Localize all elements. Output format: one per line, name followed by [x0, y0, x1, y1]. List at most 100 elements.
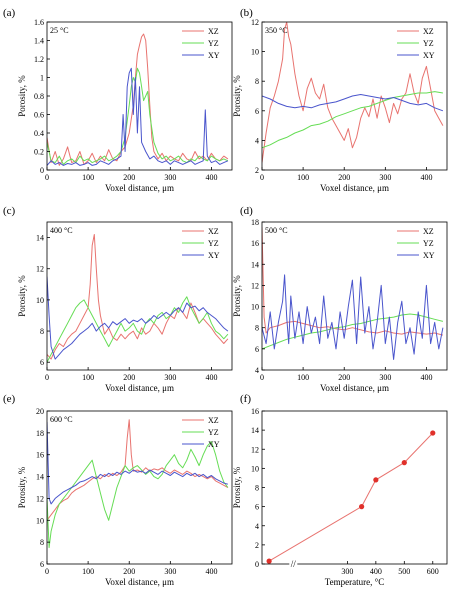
x-tick-label: 300: [164, 373, 176, 382]
x-tick-label: 200: [338, 173, 350, 182]
x-tick-label: 300: [379, 373, 391, 382]
y-tick-label: 12: [36, 265, 44, 274]
legend-label-xz: XZ: [208, 27, 219, 36]
temperature-annotation: 25 °C: [50, 26, 69, 35]
x-tick-label: 400: [420, 173, 432, 182]
x-tick-label: 100: [82, 567, 94, 576]
x-tick-label: 200: [123, 567, 135, 576]
x-tick-label: 200: [338, 373, 350, 382]
axis-break-mark: //: [291, 559, 297, 569]
x-tick-label: 100: [82, 373, 94, 382]
chart-panel-1: (b) 0 100 200 300 400 2 4 6 8 10 12 Voxel distance, …: [232, 7, 448, 193]
axis-break-gap: [289, 559, 298, 569]
y-tick-label: 20: [36, 407, 44, 416]
panel-label: (b): [240, 7, 253, 19]
x-tick-label: 100: [82, 173, 94, 182]
legend-label-xy: XY: [208, 51, 220, 60]
plot-frame: [261, 221, 448, 371]
legend-label-xy: XY: [208, 440, 220, 449]
x-tick-label: 200: [123, 373, 135, 382]
y-tick-label: 12: [36, 494, 44, 503]
y-tick-label: 10: [36, 296, 44, 305]
y-tick-label: 16: [36, 451, 44, 460]
series-line-yz: [262, 313, 444, 350]
series-line-xy: [47, 67, 229, 166]
x-tick-label: 600: [427, 567, 439, 576]
y-tick-label: 10: [251, 303, 259, 312]
series-line-0: [268, 432, 434, 562]
x-axis-label: Voxel distance, μm: [320, 183, 389, 193]
y-tick-label: 8: [255, 77, 259, 86]
x-tick-label: 0: [45, 373, 49, 382]
y-tick-label: 1.2: [34, 55, 44, 64]
y-tick-label: 0.8: [34, 92, 44, 101]
legend-label-xz: XZ: [423, 227, 434, 236]
data-point: [401, 460, 407, 466]
x-tick-label: 0: [260, 173, 264, 182]
data-point: [373, 477, 379, 483]
x-tick-label: 300: [341, 567, 353, 576]
chart-panel-3: (d) 0 100 200 300 400 4 6 8 10 12 14 16 18 Voxel dista…: [232, 205, 448, 393]
y-tick-label: 8: [255, 324, 259, 333]
y-tick-label: 0.6: [34, 111, 44, 120]
x-axis-label: Temperature, °C: [325, 577, 384, 587]
x-tick-label: 0: [45, 567, 49, 576]
series-line-xy: [262, 94, 444, 112]
y-tick-label: 10: [36, 516, 44, 525]
y-tick-label: 0.4: [34, 129, 44, 138]
legend-label-xz: XZ: [208, 227, 219, 236]
chart-panel-0: (a) 0 100 200 300 400 0 0.2 0.4 0.6 0.8 1 1.2 1.4 1.6 V…: [3, 7, 233, 193]
y-tick-label: 6: [255, 107, 259, 116]
x-tick-label: 400: [205, 373, 217, 382]
plot-frame: [46, 410, 233, 565]
x-axis-label: Voxel distance, μm: [320, 383, 389, 393]
plot-frame: [261, 21, 448, 171]
y-tick-label: 1.4: [34, 37, 44, 46]
x-tick-label: 400: [205, 567, 217, 576]
chart-panel-4: (e) 0 100 200 300 400 6 8 10 12 14 16 18 20 Voxel dist…: [3, 393, 233, 587]
y-axis-label: Porosity, %: [17, 466, 27, 508]
x-tick-label: 400: [420, 373, 432, 382]
y-tick-label: 0.2: [34, 148, 44, 157]
series-line-xy: [47, 421, 229, 505]
x-axis-label: Voxel distance, μm: [105, 183, 174, 193]
x-tick-label: 500: [398, 567, 410, 576]
series-line-xy: [262, 274, 444, 360]
y-tick-label: 16: [251, 407, 259, 416]
legend-label-yz: YZ: [423, 39, 434, 48]
temperature-annotation: 350 °C: [265, 26, 288, 35]
y-tick-label: 10: [251, 464, 259, 473]
x-axis-label: Voxel distance, μm: [105, 577, 174, 587]
x-tick-label: 400: [205, 173, 217, 182]
legend-label-xy: XY: [208, 251, 220, 260]
y-tick-label: 2: [255, 541, 259, 550]
series-line-yz: [47, 67, 229, 165]
temperature-annotation: 400 °C: [50, 226, 73, 235]
series-line-xz: [262, 22, 444, 163]
series-line-xy: [47, 276, 229, 360]
legend-label-yz: YZ: [423, 239, 434, 248]
y-tick-label: 4: [255, 366, 259, 375]
y-axis-label: Porosity, %: [232, 75, 242, 117]
x-tick-label: 300: [164, 567, 176, 576]
temperature-annotation: 600 °C: [50, 415, 73, 424]
y-tick-label: 6: [255, 345, 259, 354]
x-tick-label: 0: [260, 373, 264, 382]
panel-label: (e): [3, 393, 16, 405]
x-tick-label: 100: [297, 373, 309, 382]
y-tick-label: 10: [251, 48, 259, 57]
chart-panel-2: (c) 0 100 200 300 400 6 8 10 12 14 Voxel distance, …: [3, 205, 233, 393]
panel-label: (a): [3, 7, 16, 19]
y-tick-label: 8: [40, 538, 44, 547]
y-tick-label: 18: [251, 218, 259, 227]
y-tick-label: 4: [255, 136, 259, 145]
y-tick-label: 6: [255, 503, 259, 512]
y-tick-label: 4: [255, 522, 259, 531]
y-tick-label: 12: [251, 445, 259, 454]
series-line-xz: [47, 234, 229, 360]
data-point: [430, 430, 436, 436]
y-tick-label: 8: [255, 484, 259, 493]
y-axis-label: Porosity, %: [232, 275, 242, 317]
legend-label-yz: YZ: [208, 239, 219, 248]
y-tick-label: 16: [251, 239, 259, 248]
